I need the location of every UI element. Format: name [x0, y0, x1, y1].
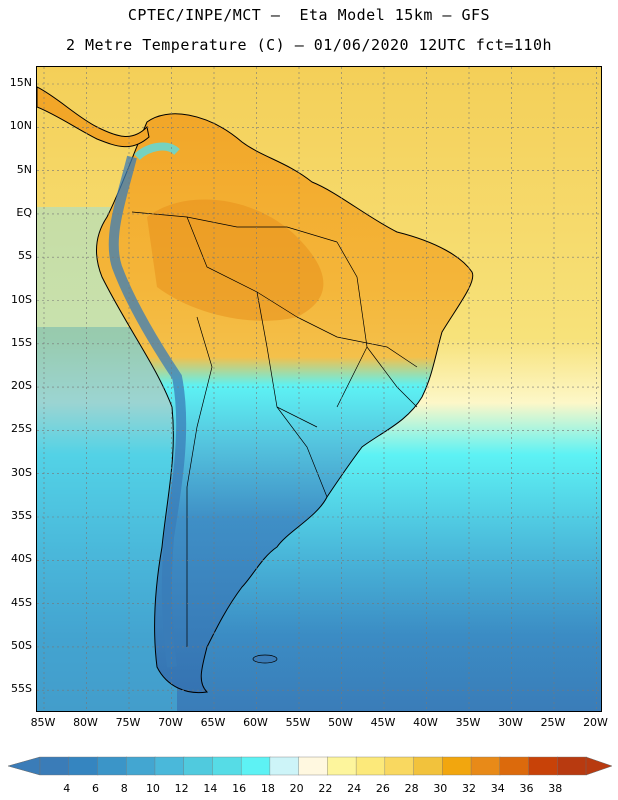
colorbar-cell [327, 756, 357, 776]
colorbar-tick-label: 20 [289, 782, 304, 795]
colorbar-tick-label: 28 [404, 782, 419, 795]
colorbar-cell [269, 756, 300, 776]
lon-tick-label: 75W [115, 716, 141, 729]
colorbar-cell [126, 756, 156, 776]
lat-tick-label: 55S [11, 682, 32, 696]
falkland-islands [252, 654, 278, 664]
lat-tick-label: 15N [9, 76, 32, 89]
colorbar-cell [355, 756, 386, 776]
lon-tick-label: 50W [328, 716, 353, 729]
lat-tick-label: 10S [11, 292, 32, 306]
lon-tick-label: 30W [498, 716, 523, 729]
colorbar-max-arrow [585, 756, 613, 776]
colorbar-tick-label: 32 [462, 782, 477, 795]
colorbar-cell [97, 756, 127, 776]
colorbar-cell [298, 756, 329, 776]
colorbar-cell [384, 756, 415, 776]
colorbar-cell [442, 756, 472, 776]
colorbar-tick-label: 14 [203, 782, 218, 795]
lat-tick-label: EQ [16, 205, 32, 219]
lat-tick-label: 40S [11, 552, 32, 566]
colorbar [7, 756, 613, 776]
lat-tick-label: 30S [11, 465, 32, 479]
lat-tick-label: 45S [11, 595, 32, 609]
colorbar-cell [499, 756, 530, 776]
lat-tick-label: 5S [18, 249, 32, 263]
lat-tick-label: 35S [11, 509, 32, 522]
lon-tick-label: 80W [73, 716, 98, 729]
lon-tick-label: 70W [158, 716, 183, 729]
colorbar-cell [413, 756, 444, 776]
colorbar-tick-label: 18 [260, 782, 275, 795]
lon-tick-label: 25W [540, 716, 566, 729]
lon-tick-label: 45W [370, 716, 396, 729]
colorbar-min-arrow [7, 756, 41, 776]
colorbar-tick-label: 8 [120, 782, 128, 795]
lon-tick-label: 60W [243, 716, 268, 729]
map-title: CPTEC/INPE/MCT – Eta Model 15km – GFS [127, 6, 491, 24]
colorbar-tick-label: 30 [433, 782, 448, 795]
colorbar-tick-label: 4 [63, 782, 71, 795]
lon-tick-label: 40W [413, 716, 438, 729]
colorbar-tick-label: 12 [174, 782, 189, 795]
lat-tick-label: 15S [11, 335, 32, 349]
colorbar-cell [470, 756, 501, 776]
map-canvas [37, 67, 601, 711]
colorbar-cell [528, 756, 558, 776]
lat-tick-label: 5N [16, 162, 32, 176]
central-america [37, 86, 150, 148]
graticule [37, 67, 601, 711]
colorbar-tick-label: 6 [91, 782, 99, 795]
colorbar-tick-label: 34 [490, 782, 505, 795]
lon-tick-label: 85W [30, 716, 56, 729]
colorbar-cell [212, 756, 242, 776]
northern-andes [134, 142, 180, 161]
lat-tick-label: 20S [11, 379, 32, 393]
lon-tick-label: 65W [200, 716, 226, 729]
lat-tick-label: 50S [11, 638, 32, 652]
colorbar-cell [240, 756, 271, 776]
lat-tick-label: 10N [9, 119, 32, 133]
lon-tick-label: 35W [455, 716, 481, 729]
colorbar-tick-label: 22 [318, 782, 333, 795]
colorbar-tick-label: 36 [519, 782, 534, 795]
map-subtitle: 2 Metre Temperature (C) – 01/06/2020 12U… [65, 36, 553, 54]
amazon-hot-zone [147, 199, 324, 321]
colorbar-cell [183, 756, 214, 776]
colorbar-tick-label: 38 [548, 782, 563, 795]
colorbar-tick-label: 16 [232, 782, 247, 795]
colorbar-cell [557, 756, 587, 776]
colorbar-tick-label: 10 [145, 782, 160, 795]
lat-tick-label: 25S [11, 422, 32, 436]
colorbar-tick-label: 24 [347, 782, 362, 795]
temperature-map [36, 66, 602, 712]
lon-tick-label: 55W [285, 716, 311, 729]
colorbar-tick-label: 26 [375, 782, 390, 795]
lon-tick-label: 20W [583, 716, 608, 729]
colorbar-cell [68, 756, 99, 776]
andes-range [108, 155, 187, 668]
colorbar-cell [39, 756, 70, 776]
colorbar-cell [154, 756, 185, 776]
